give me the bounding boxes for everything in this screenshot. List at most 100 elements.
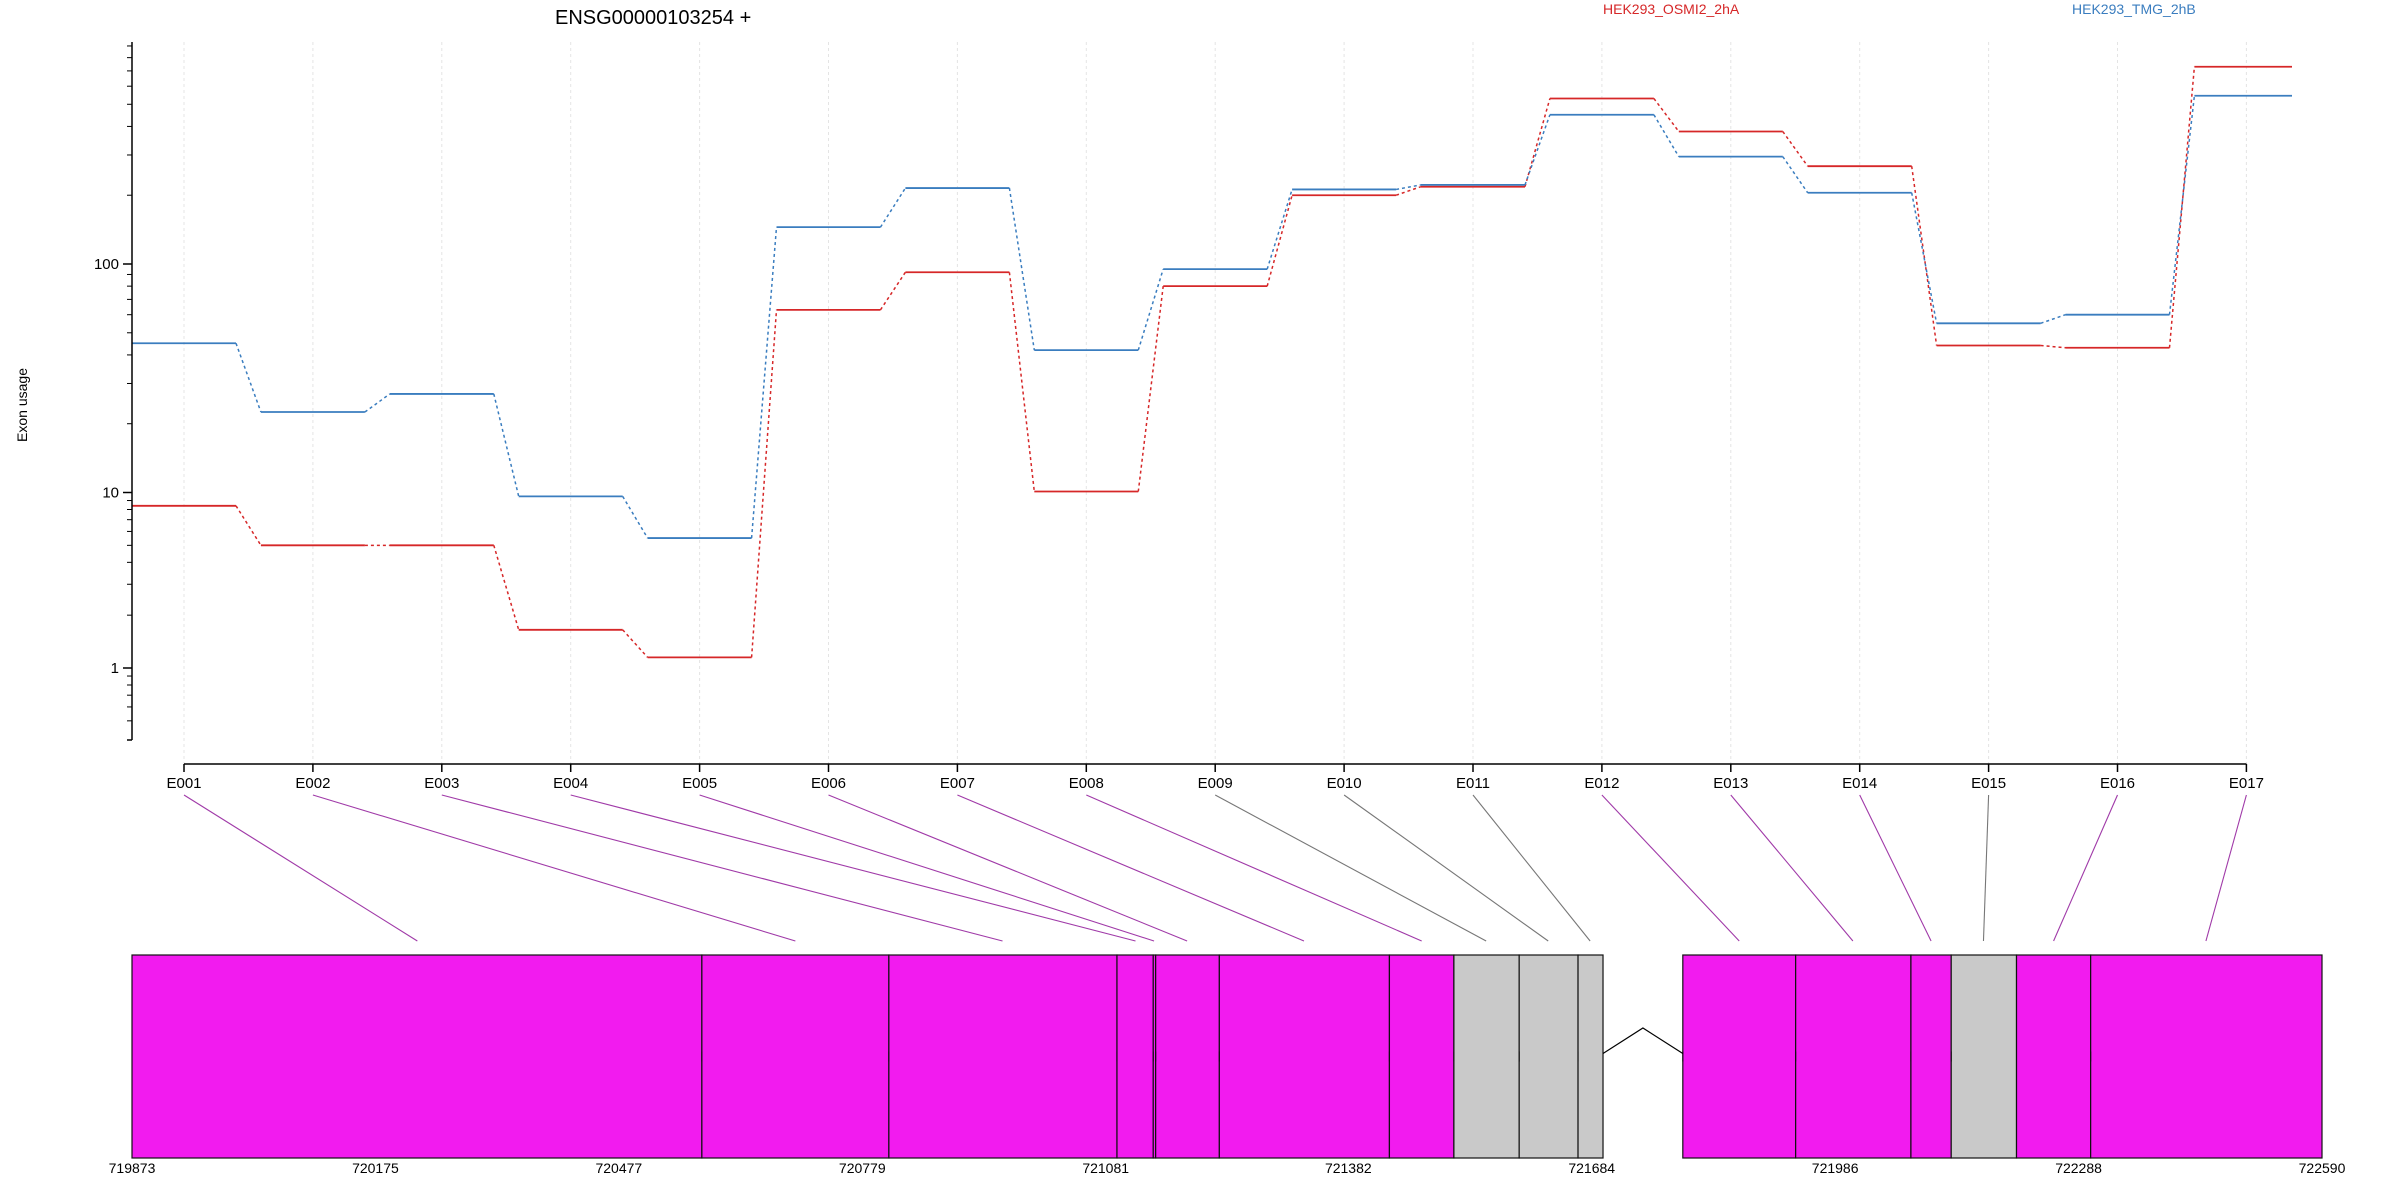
exon-segment-7 (1218, 954, 1391, 1159)
x-tick-label-e007: E007 (940, 775, 975, 792)
y-tick-label: 1 (111, 660, 119, 677)
x-tick-label-e001: E001 (166, 775, 201, 792)
y-tick-label: 10 (102, 485, 119, 502)
exon-segment-2 (701, 954, 890, 1159)
connector-e016 (2053, 794, 2119, 942)
series-1-join (1008, 187, 1036, 351)
series-1-join (364, 393, 391, 413)
y-tick-label: 100 (94, 256, 119, 273)
series-0-join (622, 629, 649, 658)
exon-segment-14 (1910, 954, 1952, 1159)
exon-segment-4 (1116, 954, 1154, 1159)
coordinate-label: 721081 (1082, 1160, 1129, 1176)
coordinate-label: 720175 (352, 1160, 399, 1176)
legend-entry-tmg: HEK293_TMG_2hB (2072, 1, 2196, 17)
exon-segment-3 (888, 954, 1118, 1159)
series-0-join (1395, 185, 1422, 196)
connector-e017 (2205, 794, 2247, 942)
coordinate-label: 719873 (109, 1160, 156, 1176)
series-1-join (235, 342, 262, 413)
x-tick-label-e012: E012 (1584, 775, 1619, 792)
series-0-join (879, 271, 907, 311)
x-tick-label-e011: E011 (1456, 775, 1490, 792)
connector-e005 (699, 794, 1155, 942)
series-0-join (1266, 195, 1293, 287)
connector-e009 (1214, 794, 1487, 942)
series-1-join (2040, 313, 2066, 325)
connector-e010 (1343, 794, 1549, 942)
series-0-join (1782, 131, 1809, 167)
x-tick-label-e015: E015 (1971, 775, 2006, 792)
exon-segment-8 (1388, 954, 1455, 1159)
legend-entry-osmi2: HEK293_OSMI2_2hA (1603, 1, 1740, 17)
exon-segment-15 (1950, 954, 2018, 1159)
series-1-join (1137, 268, 1164, 351)
series-1-join (879, 187, 907, 228)
connector-e003 (441, 794, 1003, 942)
connector-e006 (828, 794, 1188, 942)
coordinate-label: 720779 (839, 1160, 886, 1176)
series-0-join (2040, 344, 2066, 349)
y-axis-label: Exon usage (14, 368, 30, 442)
x-tick-label-e009: E009 (1198, 775, 1233, 792)
series-0-join (2168, 66, 2196, 348)
series-0-join (1008, 272, 1036, 492)
series-1-join (1395, 184, 1422, 191)
x-tick-label-e006: E006 (811, 775, 846, 792)
series-1-join (750, 227, 778, 539)
connector-e007 (957, 794, 1305, 942)
series-0 (132, 65, 2292, 659)
series-1-join (1653, 114, 1680, 158)
connector-e011 (1472, 794, 1591, 942)
exon-segment-9 (1453, 954, 1520, 1159)
x-tick-label-e004: E004 (553, 775, 588, 792)
series-0-join (750, 309, 778, 658)
coordinate-label: 720477 (595, 1160, 642, 1176)
chart-title: ENSG00000103254 + (555, 7, 751, 29)
series-1-join (493, 393, 520, 497)
series-1-join (1782, 156, 1809, 194)
coordinate-label: 721382 (1325, 1160, 1372, 1176)
exon-segment-17 (2090, 954, 2323, 1159)
x-tick-label-e013: E013 (1713, 775, 1748, 792)
x-tick-label-e017: E017 (2229, 775, 2264, 792)
series-0-join (493, 545, 520, 631)
connector-e014 (1859, 794, 1932, 942)
exon-segment-1 (131, 954, 703, 1159)
x-tick-label-e014: E014 (1842, 775, 1877, 792)
connector-e004 (570, 794, 1136, 942)
series-0-join (235, 505, 262, 546)
x-tick-label-e002: E002 (295, 775, 330, 792)
series-1-join (2168, 95, 2196, 315)
connector-e001 (183, 794, 418, 942)
x-tick-label-e003: E003 (424, 775, 459, 792)
vertical-gridlines (183, 42, 2247, 764)
exon-segment-6 (1155, 954, 1220, 1159)
genomic-coordinates: 719873 720175 720477 720779 721081 721382 7216… (109, 1160, 2346, 1176)
connector-e013 (1730, 794, 1854, 942)
connector-e012 (1601, 794, 1740, 942)
x-tick-label-e005: E005 (682, 775, 717, 792)
intron-line (1602, 1027, 1684, 1055)
x-tick-label-e008: E008 (1069, 775, 1104, 792)
series-lines (132, 65, 2292, 659)
exon-segment-10 (1518, 954, 1579, 1159)
axes: 1 10 100 E001 E002 E003 E004 E005 E006 E007 E008 E0… (94, 42, 2264, 792)
exon-segment-12 (1682, 954, 1797, 1159)
exon-segment-11 (1577, 954, 1604, 1159)
connector-e002 (312, 794, 796, 942)
exon-segment-13 (1795, 954, 1912, 1159)
series-1-join (622, 496, 649, 539)
series-1-join (1524, 114, 1551, 186)
series-0-join (1910, 166, 1938, 346)
coordinate-label: 721986 (1812, 1160, 1859, 1176)
series-0-join (1653, 98, 1680, 132)
coordinate-label: 722590 (2299, 1160, 2346, 1176)
series-1 (132, 94, 2292, 539)
coordinate-label: 721684 (1568, 1160, 1615, 1176)
x-tick-label-e010: E010 (1327, 775, 1362, 792)
exon-segment-16 (2015, 954, 2092, 1159)
connector-e008 (1086, 794, 1422, 942)
gene-model (131, 954, 2323, 1159)
